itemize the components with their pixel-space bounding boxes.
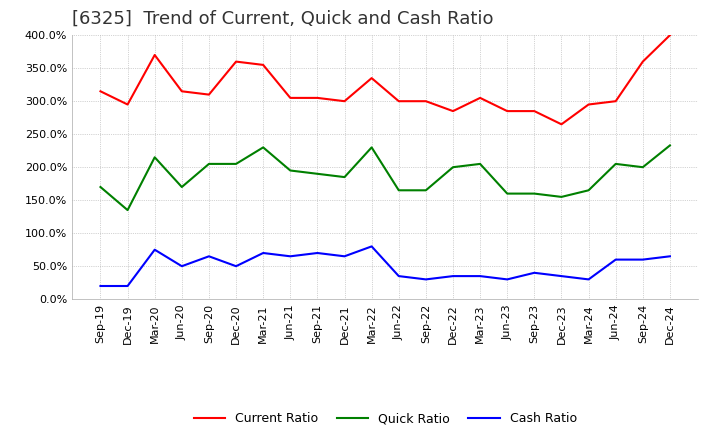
Current Ratio (503, 108, 511, 114)
Line: Cash Ratio: Cash Ratio (101, 246, 670, 286)
Current Ratio (611, 99, 620, 104)
Line: Current Ratio: Current Ratio (101, 35, 670, 124)
Current Ratio (367, 75, 376, 81)
Cash Ratio (232, 264, 240, 269)
Cash Ratio (584, 277, 593, 282)
Quick Ratio (557, 194, 566, 200)
Cash Ratio (178, 264, 186, 269)
Quick Ratio (530, 191, 539, 196)
Cash Ratio (421, 277, 430, 282)
Current Ratio (530, 108, 539, 114)
Quick Ratio (150, 154, 159, 160)
Cash Ratio (530, 270, 539, 275)
Quick Ratio (665, 143, 674, 148)
Current Ratio (123, 102, 132, 107)
Cash Ratio (395, 274, 403, 279)
Quick Ratio (178, 184, 186, 190)
Cash Ratio (313, 250, 322, 256)
Cash Ratio (286, 253, 294, 259)
Quick Ratio (123, 207, 132, 213)
Cash Ratio (639, 257, 647, 262)
Cash Ratio (123, 283, 132, 289)
Cash Ratio (367, 244, 376, 249)
Current Ratio (313, 95, 322, 101)
Current Ratio (665, 33, 674, 38)
Quick Ratio (449, 165, 457, 170)
Current Ratio (557, 121, 566, 127)
Quick Ratio (204, 161, 213, 166)
Quick Ratio (611, 161, 620, 166)
Current Ratio (395, 99, 403, 104)
Quick Ratio (584, 187, 593, 193)
Quick Ratio (421, 187, 430, 193)
Current Ratio (449, 108, 457, 114)
Current Ratio (584, 102, 593, 107)
Current Ratio (639, 59, 647, 64)
Cash Ratio (665, 253, 674, 259)
Quick Ratio (259, 145, 268, 150)
Cash Ratio (503, 277, 511, 282)
Current Ratio (476, 95, 485, 101)
Current Ratio (286, 95, 294, 101)
Current Ratio (178, 88, 186, 94)
Cash Ratio (341, 253, 349, 259)
Current Ratio (421, 99, 430, 104)
Current Ratio (259, 62, 268, 67)
Current Ratio (96, 88, 105, 94)
Quick Ratio (96, 184, 105, 190)
Quick Ratio (367, 145, 376, 150)
Current Ratio (341, 99, 349, 104)
Line: Quick Ratio: Quick Ratio (101, 145, 670, 210)
Quick Ratio (313, 171, 322, 176)
Quick Ratio (639, 165, 647, 170)
Quick Ratio (286, 168, 294, 173)
Cash Ratio (449, 274, 457, 279)
Cash Ratio (204, 253, 213, 259)
Current Ratio (150, 52, 159, 58)
Cash Ratio (259, 250, 268, 256)
Text: [6325]  Trend of Current, Quick and Cash Ratio: [6325] Trend of Current, Quick and Cash … (72, 10, 493, 28)
Cash Ratio (476, 274, 485, 279)
Current Ratio (232, 59, 240, 64)
Quick Ratio (341, 174, 349, 180)
Cash Ratio (557, 274, 566, 279)
Quick Ratio (476, 161, 485, 166)
Cash Ratio (150, 247, 159, 253)
Quick Ratio (503, 191, 511, 196)
Quick Ratio (232, 161, 240, 166)
Cash Ratio (96, 283, 105, 289)
Current Ratio (204, 92, 213, 97)
Cash Ratio (611, 257, 620, 262)
Quick Ratio (395, 187, 403, 193)
Legend: Current Ratio, Quick Ratio, Cash Ratio: Current Ratio, Quick Ratio, Cash Ratio (189, 407, 582, 430)
